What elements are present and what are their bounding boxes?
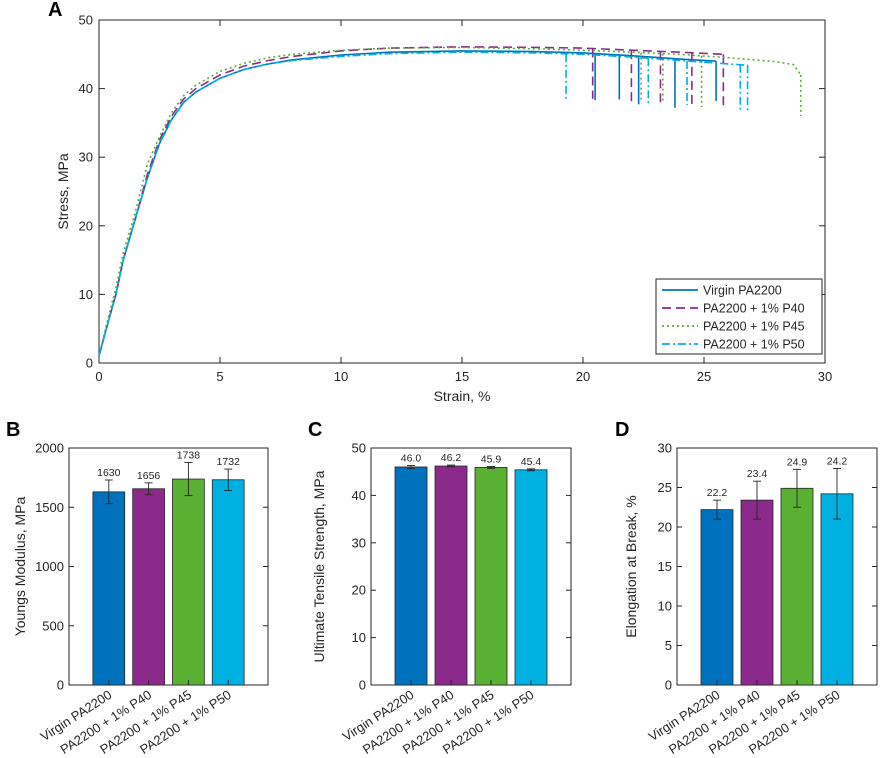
panel-a-y-tick-label: 20	[79, 218, 93, 233]
series-line-2	[98, 46, 802, 357]
panel-b-y-tick-label: 1500	[35, 500, 64, 515]
panel-d-value-label-1: 23.4	[747, 468, 768, 480]
panel-a-y-tick-label: 40	[79, 81, 93, 96]
panel-c-tensile-strength-chart: C 0 10 20 30 40 50 Ultimate Tensile Strength, …	[308, 419, 572, 757]
panel-b-y-tick-label: 0	[57, 678, 64, 693]
series-line-1	[98, 45, 724, 357]
panel-c-bar-0	[394, 466, 428, 686]
panel-b-value-label-3: 1732	[217, 456, 241, 468]
legend-label-0: Virgin PA2200	[703, 284, 782, 298]
panel-b-y-tick-label: 1000	[35, 559, 64, 574]
panel-a-x-tick-label: 30	[818, 369, 832, 384]
panel-d-elongation-chart: D 0 5 10 15 20 25 30 Elongation at Break, % 22.2…	[615, 419, 878, 757]
panel-b-bar-1	[132, 488, 165, 686]
panel-a-y-tick-label: 10	[79, 287, 93, 302]
panel-b-value-label-2: 1738	[177, 449, 201, 461]
panel-c-bar-2	[474, 467, 508, 686]
panel-a-y-tick-label: 0	[86, 356, 93, 371]
legend-label-2: PA2200 + 1% P45	[703, 320, 805, 334]
panel-a-letter: A	[48, 0, 62, 21]
panel-a-x-tick-label: 5	[216, 369, 223, 384]
panel-d-y-tick-label: 20	[658, 520, 672, 535]
panel-b-y-tick-label: 2000	[35, 441, 64, 456]
panel-d-bar-2	[780, 487, 814, 686]
panel-c-y-tick-label: 20	[352, 583, 366, 598]
panel-d-bar-0	[700, 509, 734, 686]
panel-d-y-tick-label: 0	[665, 678, 672, 693]
panel-d-value-label-3: 24.2	[827, 456, 848, 468]
panel-a-x-tick-label: 10	[334, 369, 348, 384]
panel-b-bar-0	[92, 491, 126, 686]
legend-label-3: PA2200 + 1% P50	[703, 338, 805, 352]
series-line-3	[98, 51, 748, 357]
panel-a-y-tick-label: 50	[79, 13, 93, 28]
panel-b-value-label-1: 1656	[137, 470, 161, 482]
panel-a-stress-strain-chart: A 0 5 10 15 20 25 30 0 10 20 30 40 50 Strain, % Stress…	[48, 0, 832, 404]
panel-d-bar-1	[740, 499, 774, 686]
panel-c-letter: C	[308, 419, 322, 441]
panel-d-bar-3	[820, 493, 854, 686]
panel-b-letter: B	[6, 419, 20, 441]
panel-c-bar-1	[434, 465, 468, 686]
panel-b-youngs-modulus-chart: B 0 500 1000 1500 2000 Youngs Modulus, MPa 163…	[6, 419, 269, 757]
panel-c-value-label-1: 46.2	[441, 452, 462, 464]
panel-a-x-tick-label: 20	[576, 369, 590, 384]
panel-c-y-axis-label: Ultimate Tensile Strength, MPa	[311, 470, 327, 662]
panel-d-value-label-0: 22.2	[707, 487, 728, 499]
panel-b-y-tick-label: 500	[42, 618, 64, 633]
panel-d-y-tick-label: 10	[658, 599, 672, 614]
panel-a-y-tick-label: 30	[79, 150, 93, 165]
legend-label-1: PA2200 + 1% P40	[703, 302, 805, 316]
panel-d-letter: D	[615, 419, 629, 441]
panel-c-y-tick-label: 0	[359, 678, 366, 693]
panel-d-y-tick-label: 15	[658, 559, 672, 574]
panel-b-bar-2	[172, 478, 205, 686]
panel-c-bar-3	[514, 469, 548, 686]
panel-a-x-tick-label: 25	[697, 369, 711, 384]
panel-a-x-tick-label: 15	[455, 369, 469, 384]
panel-d-y-tick-label: 5	[665, 638, 672, 653]
panel-d-y-tick-label: 30	[658, 441, 672, 456]
panel-b-y-axis-label: Youngs Modulus, MPa	[12, 497, 28, 637]
panel-c-value-label-3: 45.4	[521, 456, 542, 468]
panel-c-value-label-2: 45.9	[481, 453, 502, 465]
panel-d-value-label-2: 24.9	[787, 456, 808, 468]
panel-a-legend-box	[655, 278, 823, 355]
panel-b-bar-3	[211, 479, 245, 686]
panel-d-y-axis-label: Elongation at Break, %	[623, 495, 639, 637]
panel-a-x-axis-label: Strain, %	[434, 388, 491, 404]
panel-c-y-tick-label: 10	[352, 630, 366, 645]
panel-c-y-tick-label: 50	[352, 441, 366, 456]
panel-a-y-axis-label: Stress, MPa	[55, 153, 71, 229]
panel-b-value-label-0: 1630	[97, 467, 121, 479]
panel-d-y-tick-label: 25	[658, 480, 672, 495]
panel-a-x-tick-label: 0	[95, 369, 102, 384]
panel-c-y-tick-label: 40	[352, 488, 366, 503]
panel-c-value-label-0: 46.0	[401, 453, 422, 465]
panel-c-y-tick-label: 30	[352, 535, 366, 550]
